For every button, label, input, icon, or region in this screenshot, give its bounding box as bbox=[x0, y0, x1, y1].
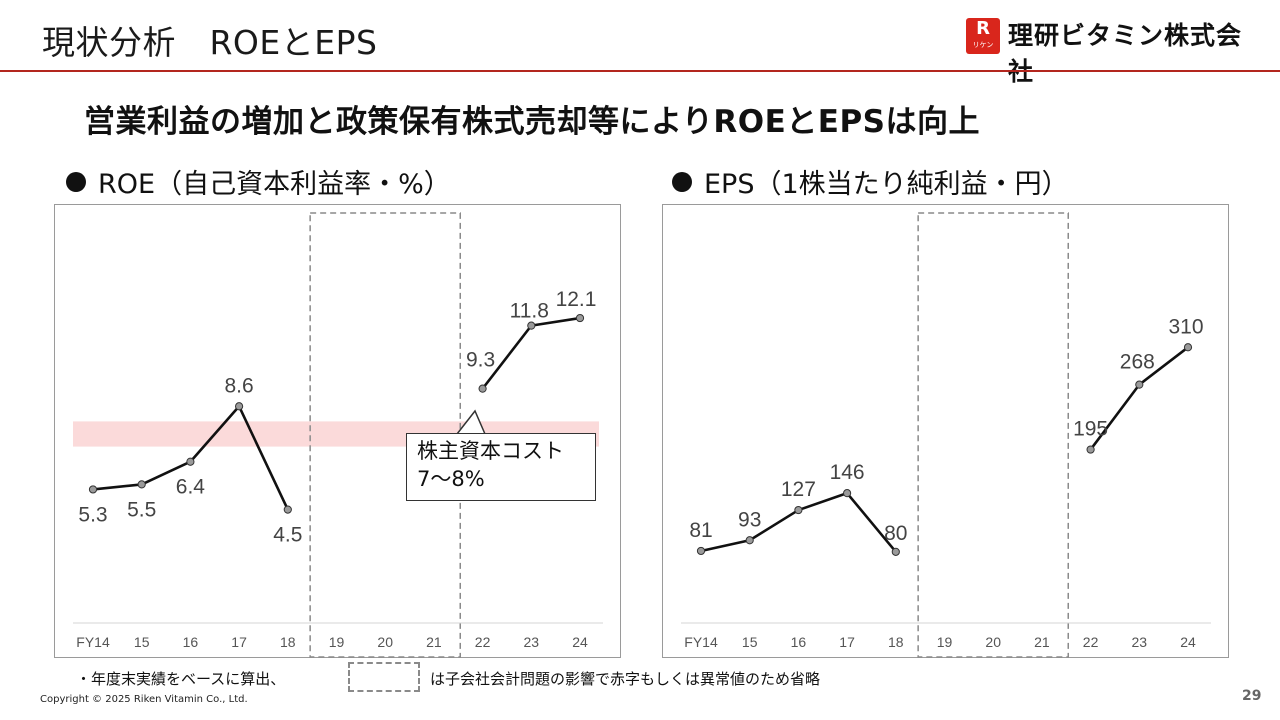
roe-data-point bbox=[235, 402, 244, 411]
roe-tick-label: 20 bbox=[377, 634, 393, 650]
eps-data-point bbox=[1183, 343, 1193, 352]
omitted-period-legend-box bbox=[348, 662, 420, 692]
eps-data-label: 146 bbox=[830, 461, 865, 484]
roe-tick-label: 18 bbox=[280, 634, 296, 650]
company-logo: R リケン 理研ビタミン株式会社 bbox=[966, 18, 1266, 86]
footnote-left: ・年度末実績をベースに算出、 bbox=[76, 670, 286, 688]
roe-data-label: 5.5 bbox=[127, 498, 156, 521]
roe-callout-leader bbox=[456, 409, 486, 435]
eps-series-line bbox=[700, 491, 897, 553]
roe-data-point bbox=[137, 480, 146, 489]
roe-data-label: 6.4 bbox=[176, 476, 206, 499]
eps-tick-label: 24 bbox=[1180, 634, 1196, 650]
eps-chart-title: EPS（1株当たり純利益・円） bbox=[704, 169, 1069, 200]
roe-tick-label: 17 bbox=[231, 634, 247, 650]
roe-chart-title: ROE（自己資本利益率・%） bbox=[98, 169, 451, 200]
eps-data-point bbox=[794, 505, 803, 515]
roe-chart-svg: FY14 15 16 17 18 19 20 21 22 23 24 5.3 5.5 6.4 8.6 4.5 9… bbox=[73, 212, 603, 658]
eps-tick-label: 23 bbox=[1132, 634, 1148, 650]
eps-omitted-region bbox=[917, 212, 1069, 658]
eps-data-point bbox=[843, 489, 852, 498]
roe-data-label: 8.6 bbox=[224, 374, 253, 397]
eps-data-label: 81 bbox=[689, 519, 712, 542]
roe-data-label: 5.3 bbox=[78, 503, 107, 526]
page-number: 29 bbox=[1242, 688, 1262, 704]
eps-tick-label: FY14 bbox=[684, 634, 718, 650]
eps-data-label: 80 bbox=[884, 522, 907, 545]
slide-title: 現状分析 ROEとEPS bbox=[42, 23, 378, 62]
roe-data-label: 12.1 bbox=[556, 288, 597, 311]
roe-tick-label: 15 bbox=[134, 634, 150, 650]
roe-tick-label: FY14 bbox=[76, 634, 110, 650]
logo-text: 理研ビタミン株式会社 bbox=[1008, 21, 1243, 86]
roe-data-point bbox=[478, 384, 487, 393]
cost-of-equity-callout: 株主資本コスト 7〜8% bbox=[406, 433, 596, 501]
eps-tick-label: 21 bbox=[1034, 634, 1050, 650]
eps-data-label: 310 bbox=[1168, 315, 1203, 338]
roe-tick-label: 21 bbox=[426, 634, 442, 650]
footnote-right: は子会社会計問題の影響で赤字もしくは異常値のため省略 bbox=[430, 670, 821, 688]
roe-tick-label: 16 bbox=[183, 634, 199, 650]
callout-line-1: 株主資本コスト bbox=[417, 439, 564, 463]
logo-mark-sub: リケン bbox=[972, 41, 994, 49]
eps-data-point bbox=[1086, 445, 1095, 454]
eps-tick-label: 17 bbox=[839, 634, 855, 650]
eps-tick-label: 18 bbox=[888, 634, 904, 650]
eps-data-point bbox=[696, 546, 706, 556]
eps-data-label: 127 bbox=[781, 478, 816, 501]
eps-chart: FY14 15 16 17 18 19 20 21 22 23 24 81 93 127 146 80 195 2… bbox=[662, 204, 1229, 658]
eps-data-point bbox=[745, 536, 754, 545]
eps-data-label: 195 bbox=[1073, 418, 1108, 441]
roe-data-label: 4.5 bbox=[273, 524, 302, 547]
roe-data-point bbox=[575, 313, 585, 323]
eps-data-label: 93 bbox=[738, 508, 761, 531]
bullet-icon bbox=[66, 172, 86, 192]
roe-tick-label: 19 bbox=[329, 634, 345, 650]
headline: 営業利益の増加と政策保有株式売却等によりROEとEPSは向上 bbox=[84, 104, 981, 140]
roe-data-point bbox=[186, 457, 195, 466]
eps-tick-label: 20 bbox=[985, 634, 1001, 650]
eps-section-title: EPS（1株当たり純利益・円） bbox=[672, 162, 1069, 201]
roe-section-title: ROE（自己資本利益率・%） bbox=[66, 162, 451, 201]
eps-data-point bbox=[891, 547, 900, 556]
roe-data-label: 11.8 bbox=[510, 300, 549, 323]
roe-tick-label: 23 bbox=[524, 634, 540, 650]
eps-chart-svg: FY14 15 16 17 18 19 20 21 22 23 24 81 93 127 146 80 195 2… bbox=[681, 212, 1211, 658]
roe-data-point bbox=[88, 485, 98, 494]
roe-data-label: 9.3 bbox=[466, 349, 495, 372]
riken-logo-icon: R リケン bbox=[966, 18, 1000, 54]
title-divider bbox=[0, 70, 1280, 72]
copyright: Copyright © 2025 Riken Vitamin Co., Ltd. bbox=[40, 694, 248, 705]
eps-data-label: 268 bbox=[1120, 351, 1155, 374]
eps-tick-label: 15 bbox=[742, 634, 758, 650]
roe-data-point bbox=[527, 321, 536, 330]
eps-tick-label: 22 bbox=[1083, 634, 1099, 650]
eps-data-point bbox=[1135, 380, 1144, 389]
eps-tick-label: 19 bbox=[937, 634, 953, 650]
logo-mark-letter: R bbox=[976, 18, 990, 39]
roe-tick-label: 22 bbox=[475, 634, 491, 650]
bullet-icon bbox=[672, 172, 692, 192]
callout-line-2: 7〜8% bbox=[417, 467, 485, 491]
roe-data-point bbox=[283, 505, 292, 514]
roe-chart: FY14 15 16 17 18 19 20 21 22 23 24 5.3 5.5 6.4 8.6 4.5 9… bbox=[54, 204, 621, 658]
eps-tick-label: 16 bbox=[791, 634, 807, 650]
roe-tick-label: 24 bbox=[572, 634, 588, 650]
